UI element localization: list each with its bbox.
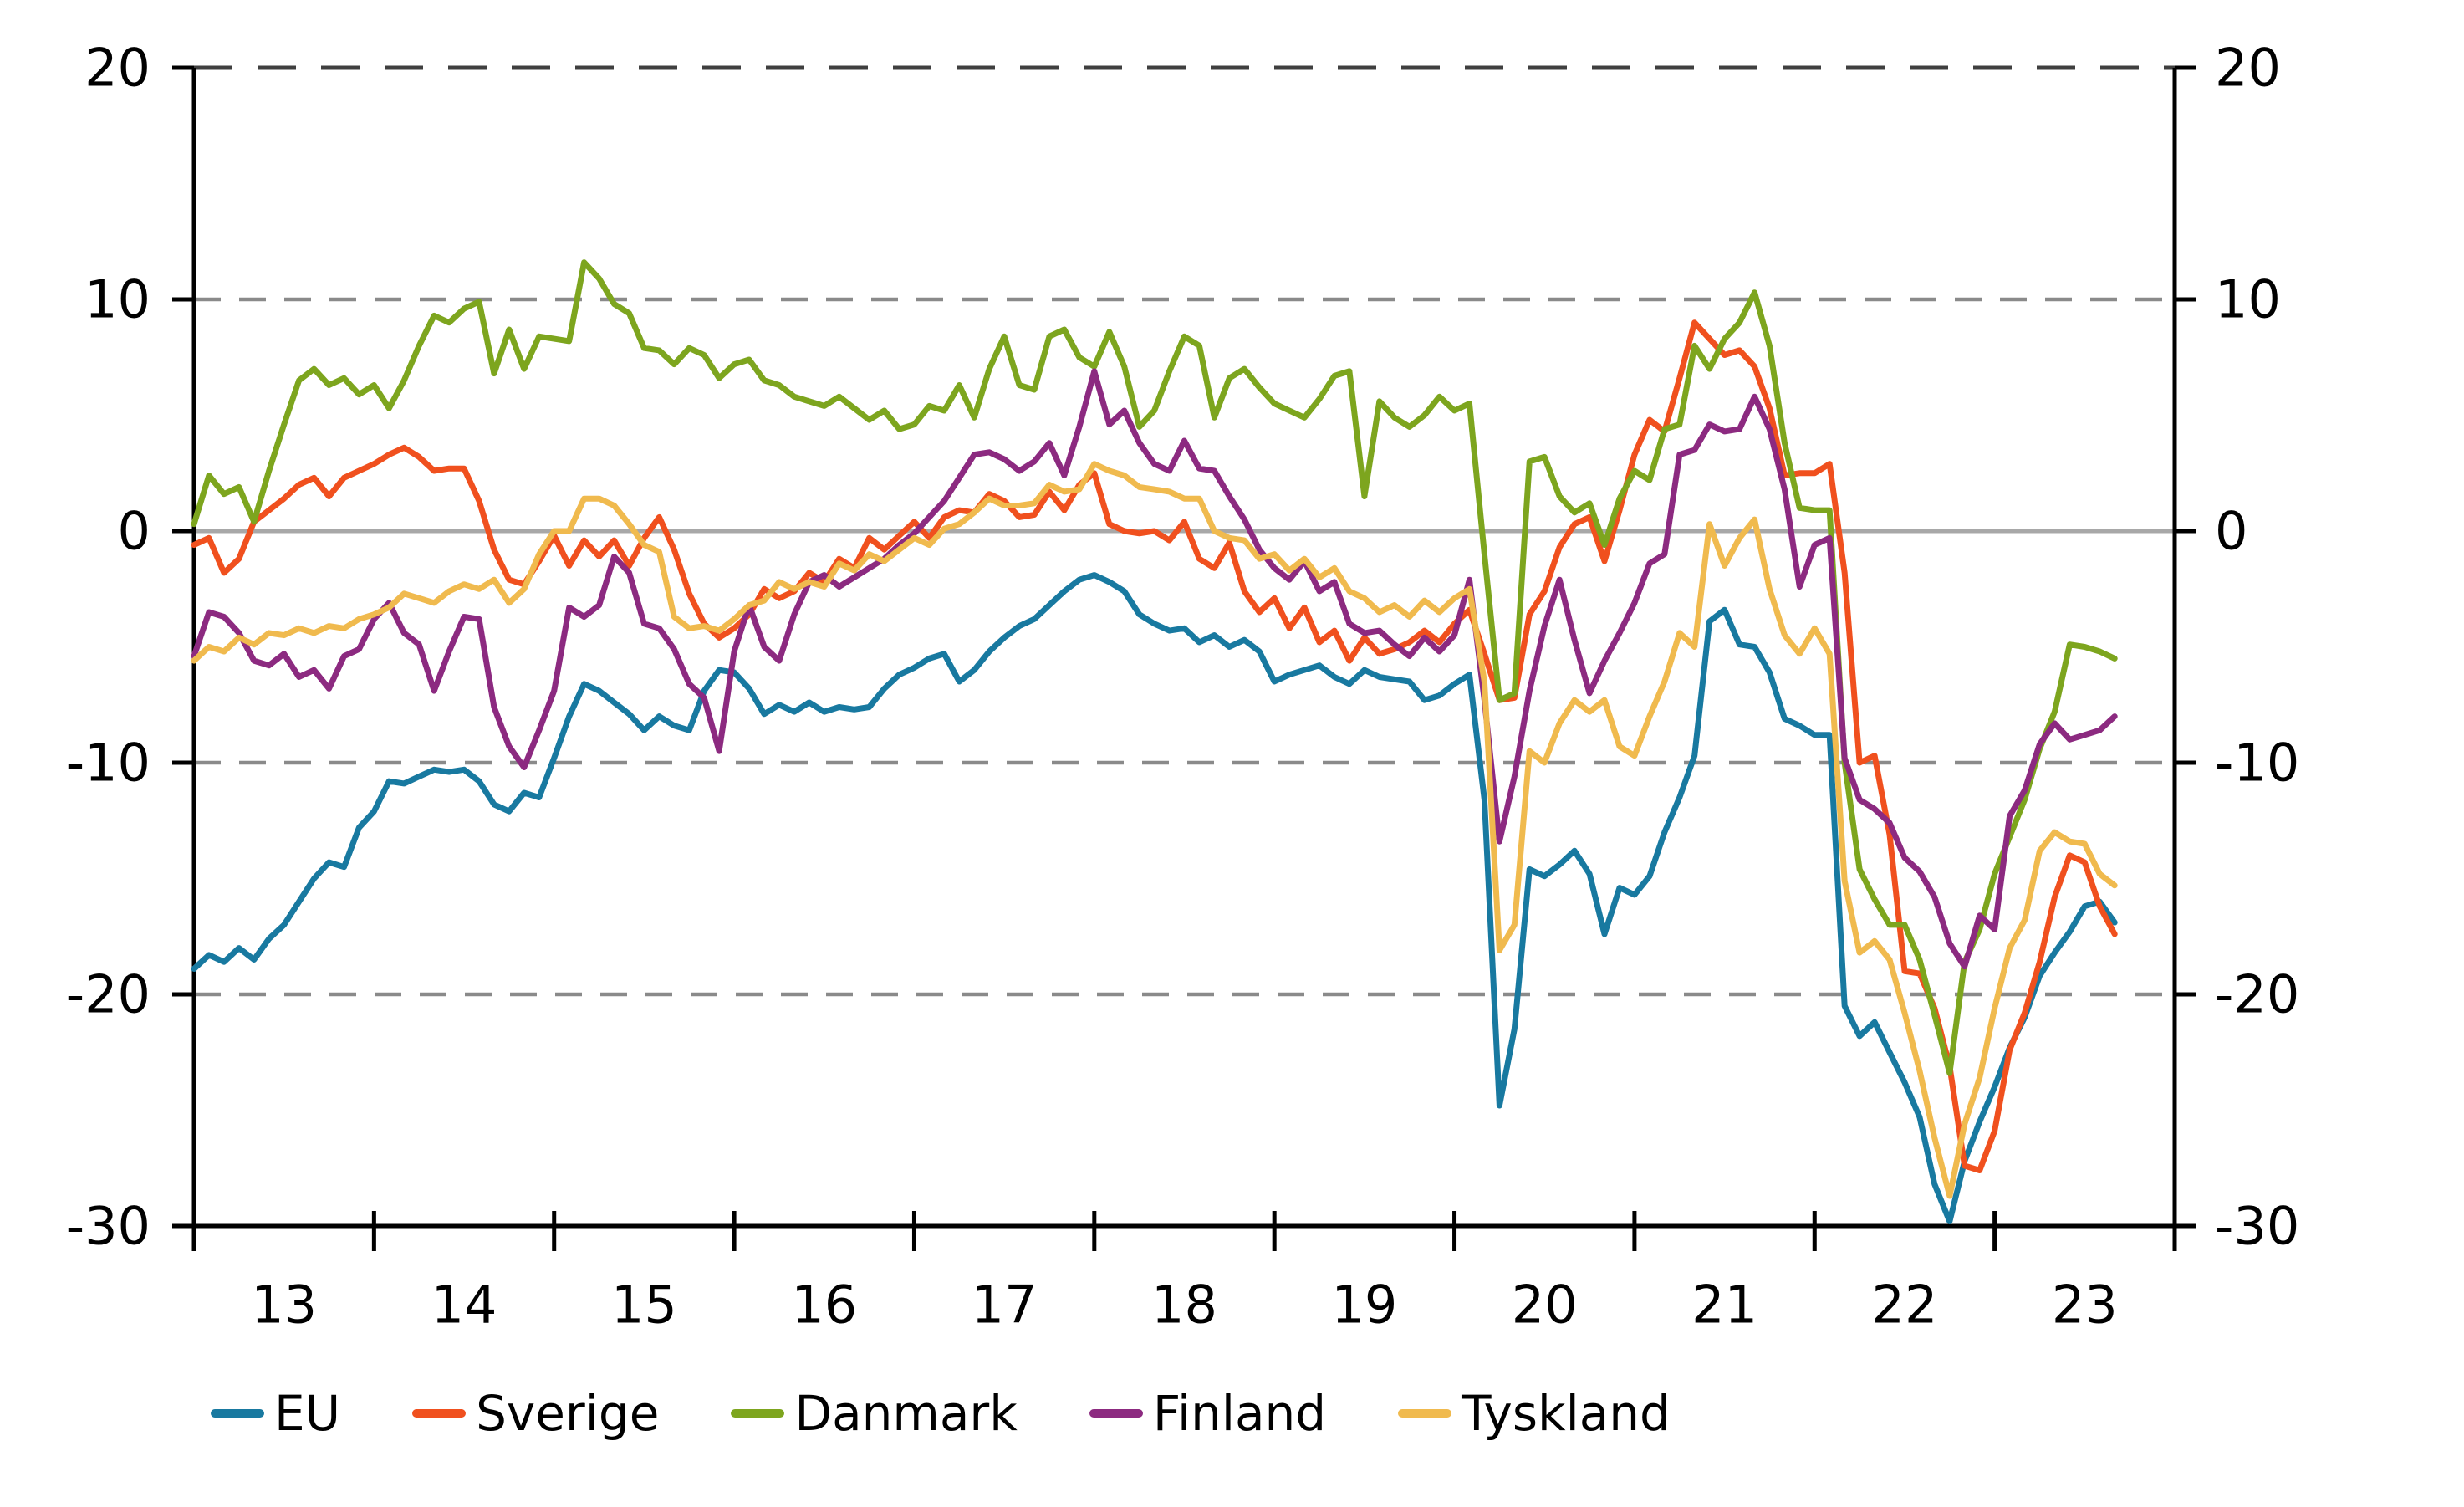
y-axis-label-right--20: -20 [2215,964,2299,1025]
legend-swatch-tyskland [1398,1409,1452,1418]
y-axis-label-right--30: -30 [2215,1196,2299,1257]
legend-item-eu: EU [211,1385,340,1442]
y-axis-label-left-10: 10 [84,269,150,330]
x-axis-label-20: 20 [1512,1275,1578,1336]
x-axis-label-16: 16 [791,1275,857,1336]
x-axis-label-23: 23 [2052,1275,2118,1336]
legend-swatch-finland [1089,1409,1143,1418]
legend: EU Sverige Danmark Finland Tyskland [211,1385,1671,1442]
legend-label-sverige: Sverige [476,1385,660,1442]
legend-label-eu: EU [274,1385,341,1442]
x-axis-label-21: 21 [1691,1275,1757,1336]
y-axis-label-right--10: -10 [2215,733,2299,794]
legend-item-finland: Finland [1089,1385,1326,1442]
x-axis-label-17: 17 [972,1275,1038,1336]
series-line-danmark [191,259,2118,1076]
x-axis-label-15: 15 [611,1275,677,1336]
legend-item-danmark: Danmark [731,1385,1018,1442]
y-axis-label-left-20: 20 [84,38,150,99]
series-line-finland [191,368,2118,970]
legend-label-danmark: Danmark [794,1385,1018,1442]
legend-label-finland: Finland [1152,1385,1327,1442]
x-axis-label-19: 19 [1331,1275,1397,1336]
legend-swatch-sverige [412,1409,467,1418]
y-axis-label-right-0: 0 [2215,501,2247,562]
legend-item-tyskland: Tyskland [1398,1385,1671,1442]
y-axis-label-right-10: 10 [2215,269,2281,330]
series-line-eu [191,572,2118,1224]
series-line-tyskland [191,461,2118,1199]
y-axis-label-left--10: -10 [66,733,150,794]
x-axis-label-22: 22 [1872,1275,1938,1336]
x-axis-label-14: 14 [431,1275,497,1336]
y-axis-label-left--20: -20 [66,964,150,1025]
series-line-sverige [191,319,2118,1173]
legend-label-tyskland: Tyskland [1462,1385,1671,1442]
legend-swatch-eu [211,1409,264,1418]
y-axis-label-left-0: 0 [118,501,150,562]
y-axis-label-right-20: 20 [2215,38,2281,99]
legend-swatch-danmark [731,1409,785,1418]
legend-item-sverige: Sverige [412,1385,659,1442]
x-axis-label-13: 13 [251,1275,317,1336]
x-axis-label-18: 18 [1151,1275,1217,1336]
y-axis-label-left--30: -30 [66,1196,150,1257]
